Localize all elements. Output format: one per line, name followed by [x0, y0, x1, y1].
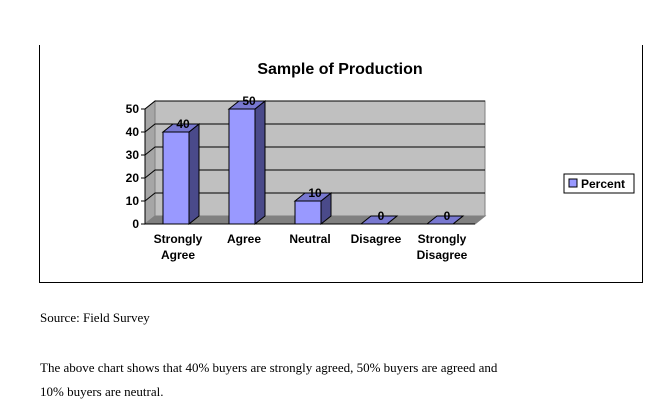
legend-box — [563, 173, 635, 194]
category-label: Agree — [227, 232, 261, 246]
gridline — [144, 100, 485, 110]
gridline — [144, 123, 485, 133]
category-label: Agree — [161, 248, 195, 262]
data-label: 40 — [176, 117, 190, 131]
y-tick-label: 50 — [126, 102, 140, 116]
bar-side — [188, 122, 200, 226]
category-label: Neutral — [289, 232, 330, 246]
plot-side-wall — [144, 99, 156, 226]
bar — [228, 108, 256, 225]
category-label: Disagree — [417, 248, 468, 262]
category-label: Strongly — [418, 232, 467, 246]
y-tick-label: 0 — [132, 217, 139, 231]
source-note: Source: Field Survey — [40, 310, 150, 325]
gridline — [144, 146, 485, 156]
bar — [294, 200, 322, 225]
description-line-1: The above chart shows that 40% buyers ar… — [40, 360, 498, 375]
y-tick-label: 30 — [126, 148, 140, 162]
legend-label: Percent — [581, 177, 625, 191]
bar-top — [227, 100, 267, 110]
bar-side — [254, 99, 266, 226]
data-label: 10 — [308, 186, 322, 200]
gridline — [144, 192, 485, 202]
bar-chart: 0 10 20 30 40 50 Sample of Production 40 Strongl… — [126, 61, 635, 262]
data-label: 0 — [378, 209, 385, 223]
legend-swatch — [568, 178, 578, 188]
y-tick-label: 20 — [126, 171, 140, 185]
chart-title: Sample of Production — [257, 61, 422, 78]
category-label: Strongly — [154, 232, 203, 246]
gridline — [144, 169, 485, 179]
y-tick-label: 40 — [126, 125, 140, 139]
y-tick-label: 10 — [126, 194, 140, 208]
data-label: 50 — [242, 94, 256, 108]
category-label: Disagree — [351, 232, 402, 246]
bar-top — [425, 215, 465, 225]
bar-top — [293, 192, 333, 202]
bar-top — [359, 215, 399, 225]
description-line-2: 10% buyers are neutral. — [40, 384, 164, 399]
data-label: 0 — [444, 209, 451, 223]
bar-top — [161, 123, 201, 133]
bar — [162, 131, 190, 225]
chart-frame — [39, 45, 643, 283]
